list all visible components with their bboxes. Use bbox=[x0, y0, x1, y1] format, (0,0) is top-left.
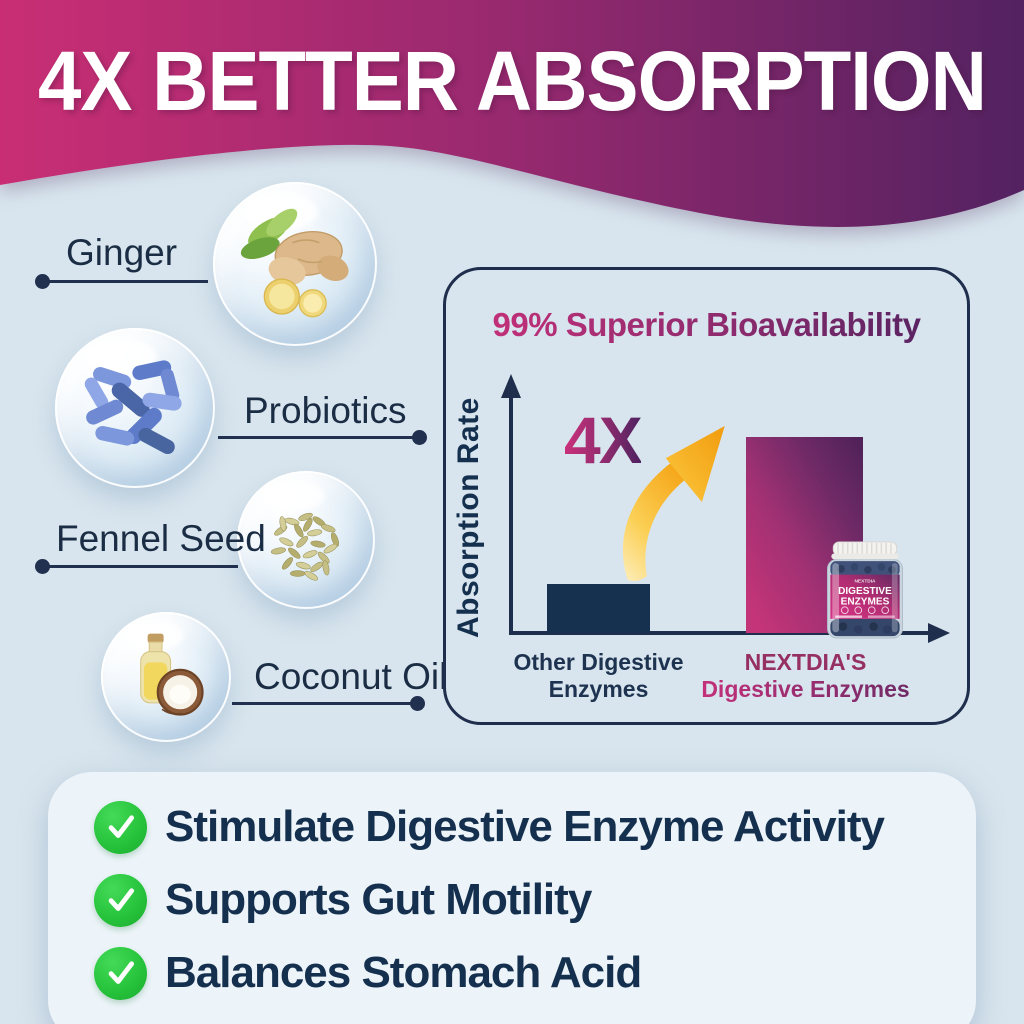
banner-wave-background bbox=[0, 0, 1024, 227]
callout-dot bbox=[412, 430, 427, 445]
x-axis-arrow-icon bbox=[928, 623, 950, 643]
callout-dot bbox=[35, 274, 50, 289]
fennel-seed-illustration bbox=[271, 513, 340, 581]
jar-title-line1: DIGESTIVE bbox=[838, 586, 892, 597]
benefit-item: Balances Stomach Acid bbox=[94, 946, 642, 1000]
ingredient-label-ginger: Ginger bbox=[66, 232, 178, 273]
callout-line-coconut-oil bbox=[232, 696, 425, 711]
bar-other-enzymes bbox=[547, 584, 650, 633]
benefits-panel: Stimulate Digestive Enzyme Activity Supp… bbox=[48, 772, 976, 1024]
y-axis-arrow-icon bbox=[501, 374, 521, 398]
callout-line-fennel-seed bbox=[35, 559, 238, 574]
ginger-image bbox=[213, 182, 377, 346]
ginger-illustration bbox=[240, 208, 349, 318]
check-icon bbox=[94, 800, 147, 854]
page-title: 4X BETTER ABSORPTION bbox=[38, 33, 987, 129]
bar-label-other-line2: Enzymes bbox=[548, 676, 649, 703]
bar-label-other: Other Digestive Enzymes bbox=[501, 649, 696, 703]
callout-line-probiotics bbox=[218, 430, 427, 445]
bar-label-nextdia: NEXTDIA'S Digestive Enzymes bbox=[698, 649, 913, 703]
benefit-text: Stimulate Digestive Enzyme Activity bbox=[165, 802, 885, 851]
callout-line-ginger bbox=[35, 274, 208, 289]
bar-label-other-line1: Other Digestive bbox=[513, 649, 684, 675]
callout-dot bbox=[35, 559, 50, 574]
jar-brand-text: NEXTDIA bbox=[854, 578, 876, 584]
coconut-oil-image bbox=[101, 612, 231, 742]
multiplier-label: 4X bbox=[564, 403, 643, 477]
fennel-seed-image bbox=[237, 471, 375, 609]
bar-label-nextdia-line1: NEXTDIA'S bbox=[744, 649, 867, 675]
ingredient-label-coconut-oil: Coconut Oil bbox=[254, 656, 448, 697]
check-icon bbox=[94, 946, 147, 1000]
growth-arrow-icon bbox=[622, 426, 725, 582]
bioavailability-chart-card: 99% Superior Bioavailability Absorption … bbox=[443, 267, 970, 725]
callout-dot bbox=[410, 696, 425, 711]
benefit-item: Supports Gut Motility bbox=[94, 873, 592, 927]
ingredient-label-probiotics: Probiotics bbox=[244, 390, 407, 431]
probiotics-image bbox=[55, 328, 215, 488]
chart-title: 99% Superior Bioavailability bbox=[446, 306, 967, 344]
jar-title-line2: ENZYMES bbox=[841, 596, 890, 607]
check-icon bbox=[94, 873, 147, 927]
ingredient-label-fennel-seed: Fennel Seed bbox=[56, 518, 266, 559]
bar-label-nextdia-line2: Digestive Enzymes bbox=[698, 676, 913, 703]
product-jar-image: NEXTDIA DIGESTIVE ENZYMES bbox=[827, 541, 903, 639]
benefit-text: Supports Gut Motility bbox=[165, 875, 592, 924]
benefit-item: Stimulate Digestive Enzyme Activity bbox=[94, 800, 885, 854]
probiotics-illustration bbox=[85, 360, 182, 455]
benefit-text: Balances Stomach Acid bbox=[165, 948, 642, 997]
coconut-oil-illustration bbox=[139, 633, 204, 716]
